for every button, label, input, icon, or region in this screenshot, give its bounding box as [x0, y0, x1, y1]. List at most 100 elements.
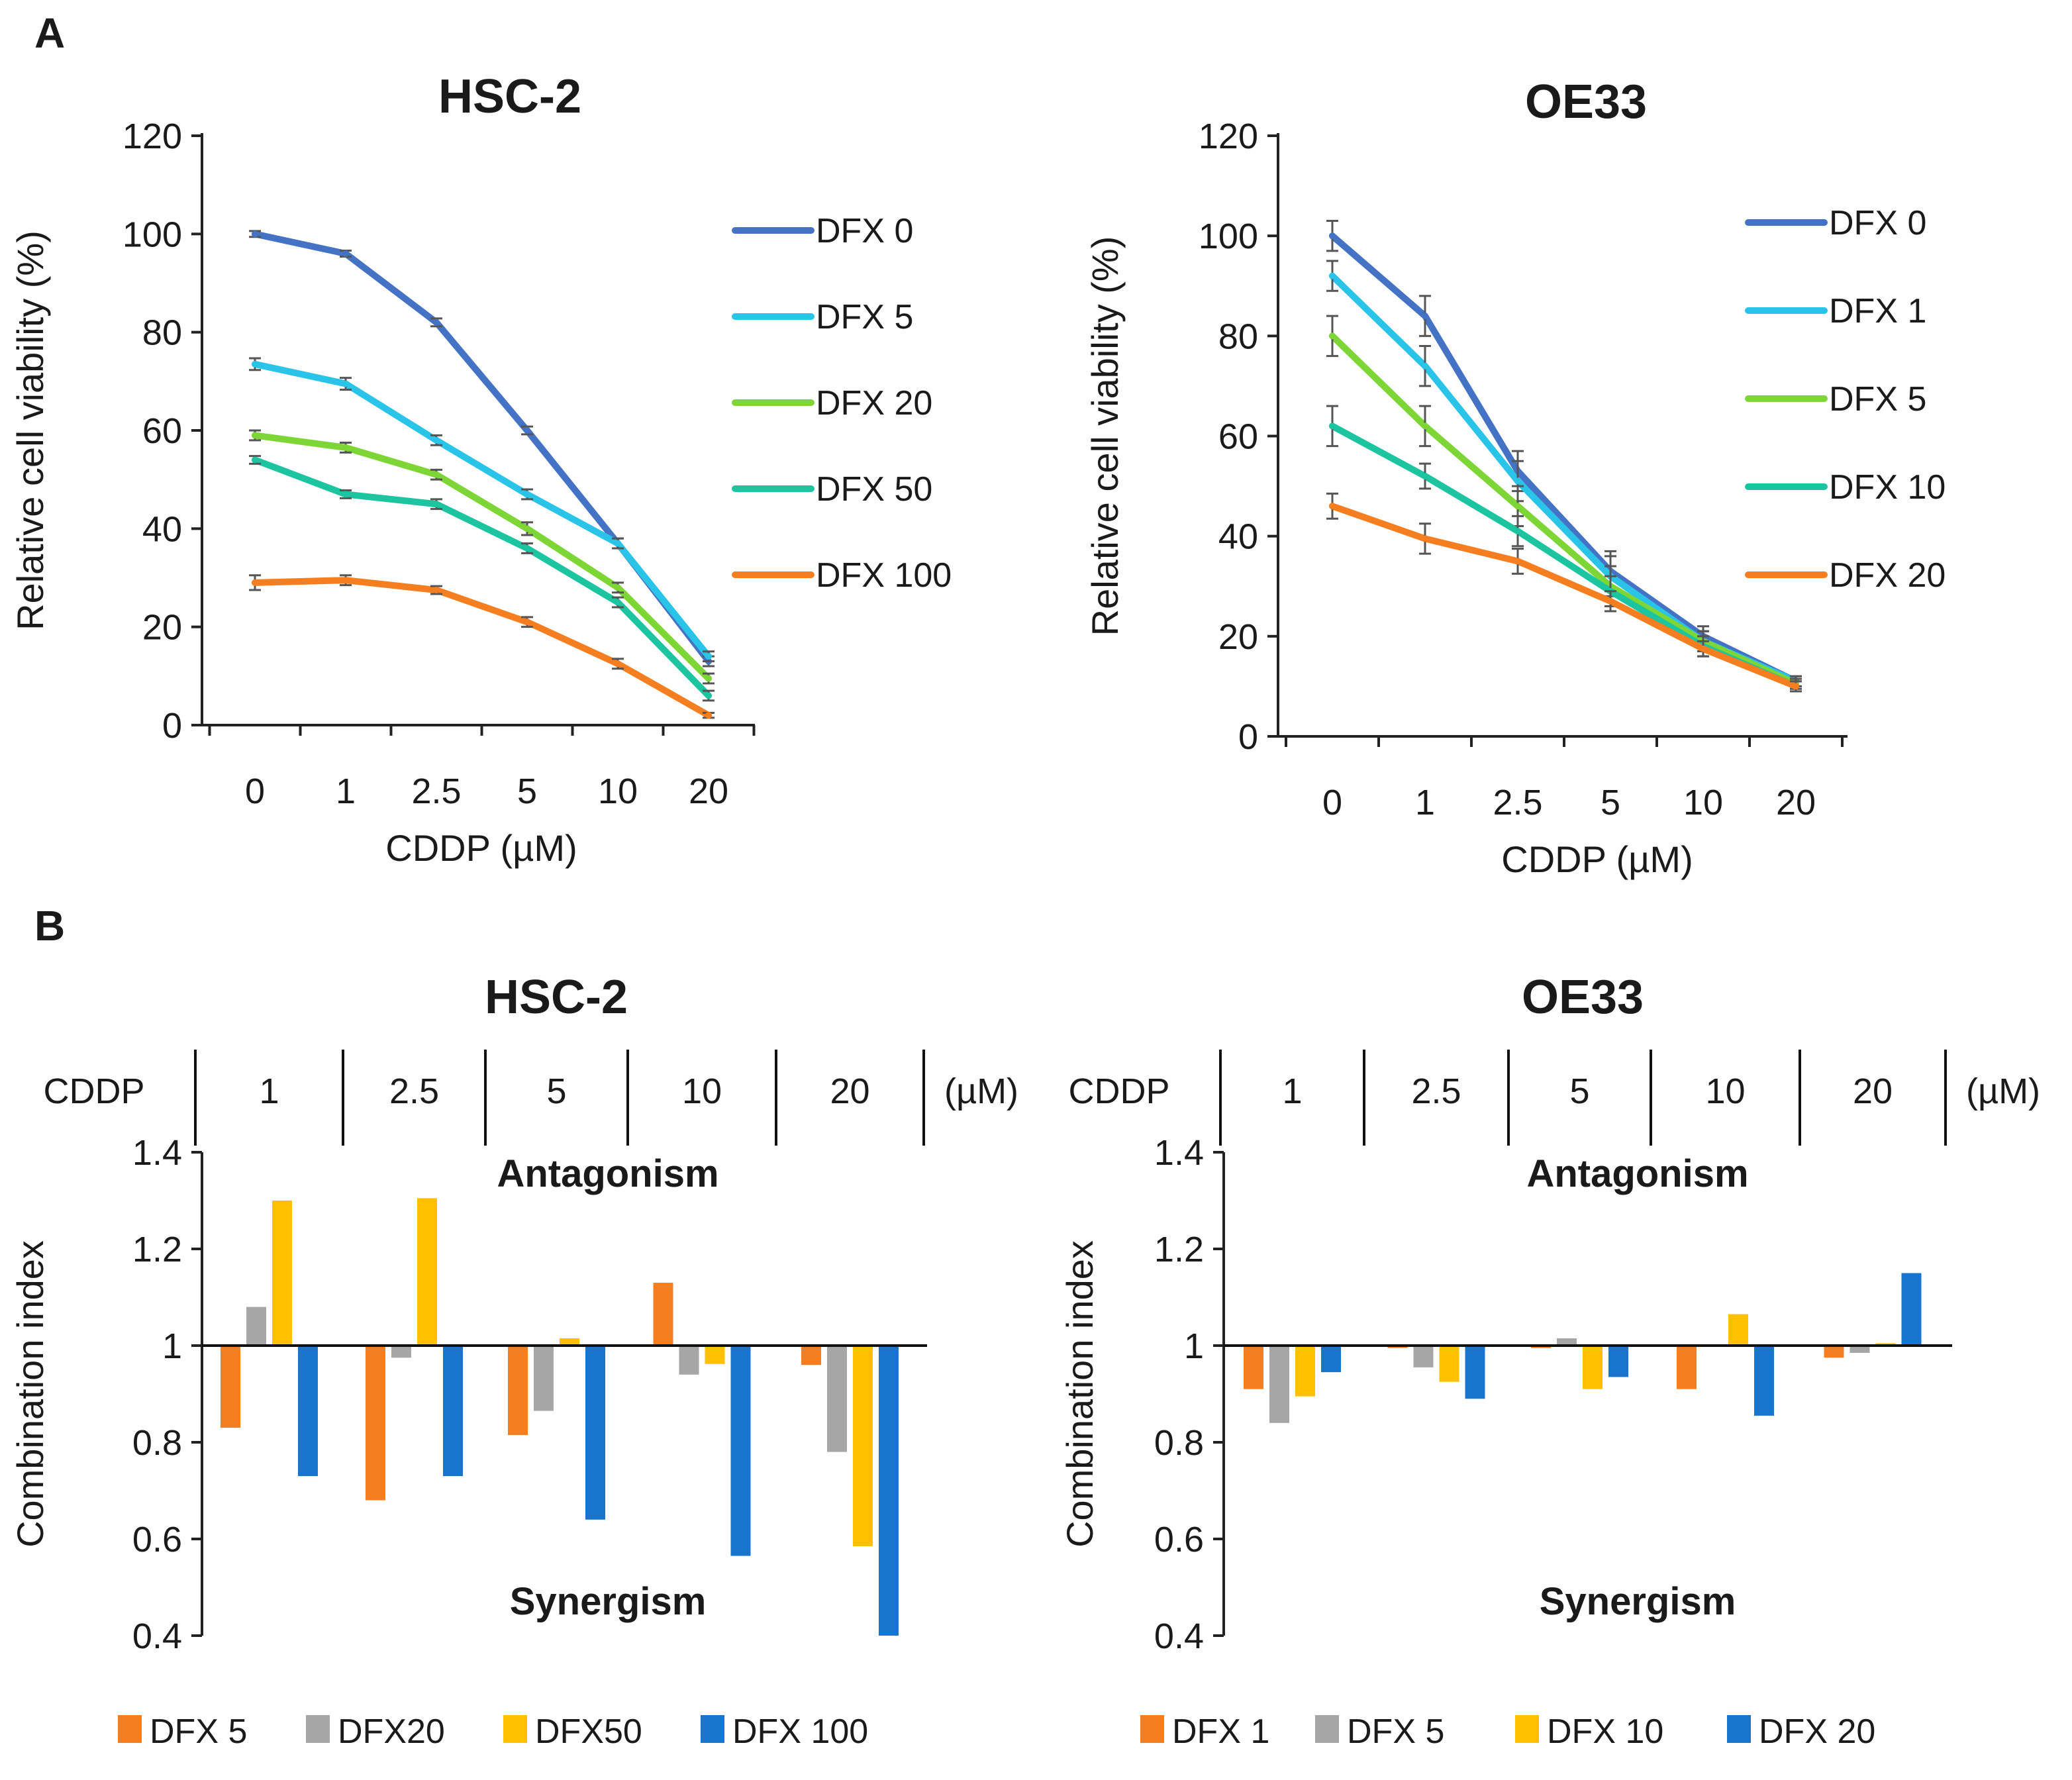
legend-label: DFX50 [535, 1712, 642, 1751]
series-line-dfx5 [252, 360, 712, 660]
y-tick-label: 120 [123, 117, 182, 156]
series-line-dfx50 [252, 456, 712, 699]
data-point [342, 577, 349, 584]
chart-title: OE33 [1525, 75, 1647, 128]
data-point [1422, 535, 1428, 542]
x-tick-label: 0 [245, 771, 265, 811]
y-tick-label: 80 [1218, 317, 1258, 356]
data-point [524, 525, 530, 532]
data-point [433, 471, 440, 478]
data-point [1700, 645, 1706, 652]
y-axis-label: Combination index [9, 1240, 51, 1548]
data-point [615, 660, 621, 668]
legend-swatch [1140, 1715, 1164, 1743]
data-point [252, 360, 258, 368]
data-point [342, 250, 349, 257]
legend-swatch [306, 1715, 330, 1743]
y-tick-label: 1 [162, 1326, 182, 1366]
chart-title: HSC-2 [485, 971, 628, 1024]
y-axis-label: Relative cell viability (%) [1084, 236, 1126, 636]
x-tick-label: 10 [598, 771, 638, 811]
bar-dfx5 [1269, 1346, 1289, 1423]
legend-label: DFX 20 [1759, 1712, 1875, 1751]
y-tick-label: 0.4 [132, 1616, 182, 1656]
data-point [615, 584, 621, 591]
bar-dfx50 [853, 1346, 873, 1546]
cddp-dose-label: 20 [1853, 1071, 1893, 1111]
legend-swatch [503, 1715, 527, 1743]
data-point [705, 675, 712, 682]
unit-label: (µM) [1966, 1071, 2040, 1111]
legend-label: DFX 50 [816, 470, 932, 509]
data-point [1329, 232, 1336, 240]
data-point [1514, 477, 1521, 485]
x-tick-label: 5 [1601, 783, 1620, 822]
legend-label: DFX 0 [816, 212, 913, 250]
bar-dfx5 [1850, 1346, 1870, 1353]
legend-label: DFX 1 [1172, 1712, 1269, 1751]
legend-swatch [118, 1715, 142, 1743]
y-tick-label: 1 [1184, 1326, 1204, 1366]
bar-dfx50 [705, 1346, 725, 1364]
series-line-dfx5 [1329, 332, 1799, 687]
bar-dfx50 [417, 1198, 437, 1346]
legend-label: DFX 1 [1829, 292, 1926, 330]
bar-dfx1 [1824, 1346, 1844, 1358]
cddp-dose-label: 5 [546, 1071, 566, 1111]
data-point [252, 579, 258, 586]
bar-dfx20 [1321, 1346, 1341, 1373]
cddp-dose-label: 2.5 [1411, 1071, 1461, 1111]
data-point [1422, 362, 1428, 370]
legend-label: DFX 5 [150, 1712, 247, 1751]
y-tick-label: 0.6 [1154, 1520, 1204, 1559]
cddp-dose-label: 10 [1705, 1071, 1745, 1111]
data-point [615, 599, 621, 606]
y-tick-label: 20 [1218, 617, 1258, 657]
y-tick-label: 1.4 [1154, 1133, 1204, 1173]
data-point [1514, 558, 1521, 565]
bar-dfx1 [1244, 1346, 1263, 1389]
y-axis-label: Combination index [1059, 1240, 1101, 1548]
x-tick-label: 2.5 [411, 771, 461, 811]
bar-dfx50 [272, 1201, 292, 1346]
data-point [524, 427, 530, 434]
data-point [705, 653, 712, 660]
y-tick-label: 120 [1199, 117, 1258, 156]
series-line-dfx20 [1329, 503, 1799, 690]
bar-dfx5 [366, 1346, 385, 1501]
bar-dfx100 [730, 1346, 751, 1556]
bar-dfx20 [1465, 1346, 1485, 1399]
legend-label: DFX 0 [1829, 204, 1926, 242]
x-tick-label: 20 [689, 771, 728, 811]
bar-dfx1 [1677, 1346, 1697, 1389]
cddp-header-label: CDDP [1068, 1071, 1169, 1111]
data-point [433, 587, 440, 594]
data-point [433, 501, 440, 508]
cddp-dose-label: 20 [830, 1071, 869, 1111]
legend-label: DFX20 [338, 1712, 445, 1751]
line-chart-hsc2: HSC-2 0 20 40 60 80 100 120 0 1 2.5 5 10 20 CDDP (µM) R… [9, 70, 952, 869]
cddp-dose-label: 2.5 [389, 1071, 439, 1111]
y-tick-label: 60 [1218, 417, 1258, 457]
legend-swatch [1515, 1715, 1539, 1743]
x-axis-label: CDDP (µM) [1501, 838, 1693, 880]
bar-dfx100 [879, 1346, 899, 1636]
x-axis-label: CDDP (µM) [385, 827, 577, 869]
legend-label: DFX 5 [816, 298, 913, 336]
legend-label: DFX 5 [1829, 380, 1926, 419]
legend-label: DFX 100 [816, 556, 952, 595]
y-tick-label: 1.4 [132, 1133, 182, 1173]
x-tick-label: 1 [336, 771, 356, 811]
bar-dfx100 [443, 1346, 463, 1477]
bar-dfx20 [1608, 1346, 1628, 1377]
y-tick-label: 100 [123, 215, 182, 254]
data-point [615, 540, 621, 547]
bar-dfx5 [508, 1346, 528, 1436]
bar-dfx20 [391, 1346, 411, 1358]
bar-dfx100 [298, 1346, 318, 1477]
series-line-dfx100 [252, 577, 712, 719]
bar-dfx5 [1557, 1338, 1577, 1346]
data-point [1422, 422, 1428, 430]
x-tick-label: 1 [1415, 783, 1435, 822]
